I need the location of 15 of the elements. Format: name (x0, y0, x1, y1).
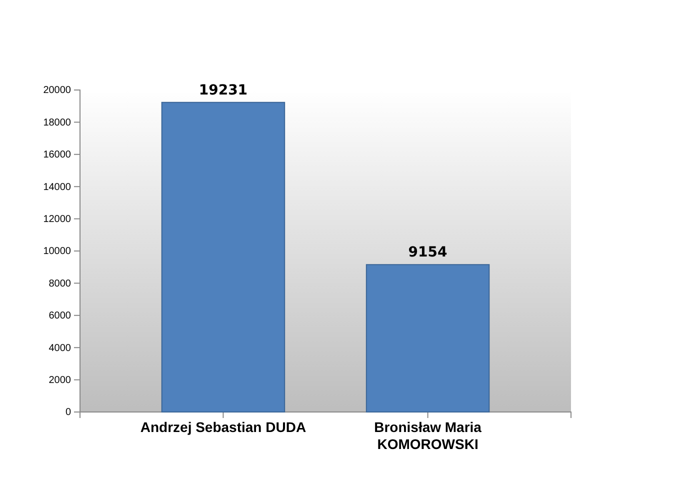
x-tick-label: Bronisław Maria KOMOROWSKI (374, 419, 482, 452)
y-tick-label: 18000 (43, 117, 72, 128)
y-tick-label: 0 (65, 407, 72, 418)
y-tick-label: 4000 (48, 342, 72, 354)
y-tick-label: 6000 (48, 310, 72, 322)
y-tick-label: 20000 (43, 85, 72, 96)
data-label: 19231 (198, 82, 248, 98)
y-tick-label: 16000 (43, 150, 72, 161)
y-tick-label: 8000 (48, 278, 72, 290)
data-label: 9154 (408, 244, 448, 261)
y-tick-label: 2000 (48, 375, 72, 386)
y-tick-label: 10000 (43, 246, 72, 258)
y-tick-label: 12000 (43, 214, 72, 225)
x-tick-label: Andrzej Sebastian DUDA (140, 419, 306, 436)
y-tick-label: 14000 (43, 182, 72, 193)
